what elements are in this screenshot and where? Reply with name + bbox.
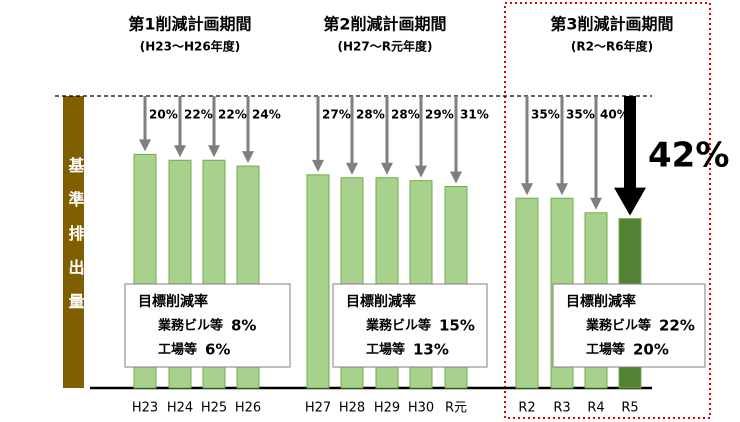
reduction-arrow <box>208 96 220 158</box>
reduction-arrow <box>450 96 462 184</box>
reduction-arrow <box>139 96 151 152</box>
target-value: 13% <box>413 341 449 359</box>
x-tick-label: H23 <box>132 401 158 416</box>
period-title: 第2削減計画期間 <box>323 15 446 34</box>
value-label: 20% <box>149 108 178 122</box>
reduction-arrow <box>415 96 427 178</box>
value-label: 35% <box>531 108 560 122</box>
x-tick-label: R元 <box>445 401 467 416</box>
target-value: 8% <box>231 317 256 335</box>
period-title: 第1削減計画期間 <box>128 15 251 34</box>
target-label: 工場等 <box>586 342 625 358</box>
reduction-arrow <box>614 96 646 216</box>
x-tick-label: H28 <box>339 401 365 416</box>
target-heading: 目標削減率 <box>566 293 636 310</box>
target-heading: 目標削減率 <box>138 293 208 310</box>
x-tick-label: H30 <box>408 401 434 416</box>
reduction-arrow <box>346 96 358 175</box>
value-label: 42% <box>648 136 729 176</box>
target-label: 工場等 <box>158 342 197 358</box>
target-label: 業務ビル等 <box>157 318 223 334</box>
x-tick-label: H25 <box>201 401 227 416</box>
x-tick-label: R3 <box>553 401 570 416</box>
reduction-arrow <box>521 96 533 196</box>
value-label: 35% <box>566 108 595 122</box>
bar <box>306 174 330 389</box>
target-heading: 目標削減率 <box>346 293 416 310</box>
target-value: 6% <box>205 341 230 359</box>
value-label: 24% <box>252 108 281 122</box>
target-box <box>332 283 488 368</box>
value-label: 31% <box>460 108 489 122</box>
target-label: 業務ビル等 <box>365 318 431 334</box>
target-value: 22% <box>659 317 695 335</box>
target-box <box>552 283 706 368</box>
reduction-arrow <box>174 96 186 158</box>
baseline-bar <box>63 96 84 388</box>
period-subtitle: (H27～R元年度) <box>338 39 433 54</box>
x-tick-label: R5 <box>621 401 638 416</box>
reduction-arrow <box>556 96 568 196</box>
reduction-arrow <box>381 96 393 175</box>
period-subtitle: (R2～R6年度) <box>571 39 653 54</box>
value-label: 40% <box>600 108 629 122</box>
target-label: 工場等 <box>366 342 405 358</box>
reduction-arrow <box>312 96 324 172</box>
target-box <box>124 283 291 368</box>
value-label: 22% <box>218 108 247 122</box>
target-value: 20% <box>633 341 669 359</box>
x-tick-label: H26 <box>235 401 261 416</box>
value-label: 22% <box>184 108 213 122</box>
reduction-arrow <box>590 96 602 210</box>
period-subtitle: (H23～H26年度) <box>140 39 240 54</box>
bar <box>515 197 539 389</box>
value-label: 29% <box>425 108 454 122</box>
target-value: 15% <box>439 317 475 335</box>
x-tick-label: H24 <box>167 401 193 416</box>
period-title: 第3削減計画期間 <box>550 15 673 34</box>
x-tick-label: H29 <box>374 401 400 416</box>
value-label: 28% <box>391 108 420 122</box>
x-tick-label: H27 <box>305 401 331 416</box>
y-axis-label: 基準排出量 <box>66 156 86 327</box>
target-label: 業務ビル等 <box>585 318 651 334</box>
value-label: 28% <box>356 108 385 122</box>
value-label: 27% <box>322 108 351 122</box>
reduction-arrow <box>242 96 254 164</box>
x-tick-label: R4 <box>587 401 604 416</box>
x-tick-label: R2 <box>518 401 535 416</box>
